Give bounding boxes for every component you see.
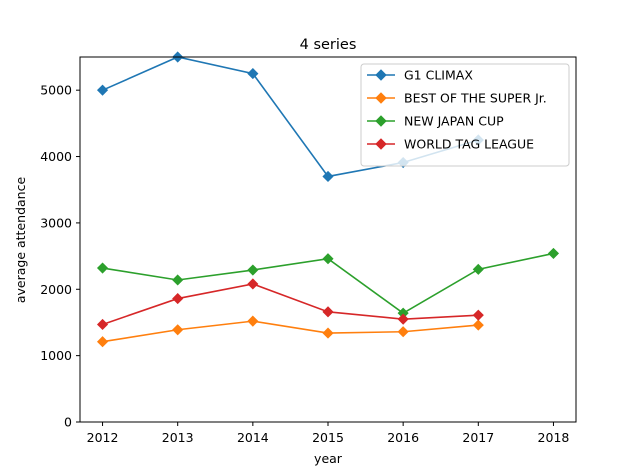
data-point-best-of-the-super-jr	[322, 327, 334, 339]
x-tick-label: 2014	[237, 430, 269, 445]
legend-label: BEST OF THE SUPER Jr.	[404, 91, 547, 106]
chart-title: 4 series	[300, 37, 357, 53]
y-axis-label: average attendance	[13, 177, 28, 304]
legend-label: G1 CLIMAX	[404, 68, 473, 83]
x-tick-label: 2018	[538, 430, 570, 445]
legend-item-g1-climax: G1 CLIMAX	[367, 68, 473, 83]
series-best-of-the-super-jr	[96, 315, 484, 348]
legend: G1 CLIMAX BEST OF THE SUPER Jr. NEW JAPAN …	[360, 63, 570, 167]
data-point-world-tag-league	[247, 278, 259, 290]
x-axis-ticks: 2012 2013 2014 2015 2016 2017 2018	[87, 422, 570, 445]
legend-swatch-marker	[375, 92, 387, 104]
data-point-new-japan-cup	[472, 263, 484, 275]
data-point-new-japan-cup	[322, 253, 334, 265]
y-tick-label: 4000	[40, 149, 72, 164]
data-point-new-japan-cup	[96, 262, 109, 274]
data-point-world-tag-league	[96, 318, 109, 331]
data-point-best-of-the-super-jr	[172, 324, 184, 336]
data-point-world-tag-league	[472, 309, 484, 321]
x-tick-label: 2017	[462, 430, 494, 445]
series-world-tag-league	[96, 278, 484, 331]
data-point-new-japan-cup	[247, 264, 259, 276]
legend-swatch-marker	[375, 138, 387, 150]
legend-label: WORLD TAG LEAGUE	[404, 137, 534, 152]
legend-label: NEW JAPAN CUP	[404, 114, 504, 129]
data-point-best-of-the-super-jr	[397, 326, 409, 338]
legend-item-best-of-the-super-jr: BEST OF THE SUPER Jr.	[367, 91, 547, 106]
legend-swatch-marker	[375, 69, 387, 81]
legend-swatch-marker	[375, 115, 387, 127]
data-point-new-japan-cup	[547, 247, 560, 260]
data-point-g1-climax	[247, 68, 259, 80]
x-axis-label: year	[314, 451, 343, 466]
series-line-best-of-the-super-jr	[102, 320, 479, 343]
y-tick-label: 0	[64, 415, 72, 430]
data-point-world-tag-league	[322, 306, 334, 318]
y-axis-ticks: 0 1000 2000 3000 4000 5000	[40, 83, 80, 430]
legend-frame	[360, 63, 570, 167]
data-point-g1-climax	[96, 84, 109, 96]
series-line-world-tag-league	[102, 283, 479, 326]
series-new-japan-cup	[96, 247, 560, 319]
data-point-best-of-the-super-jr	[247, 315, 259, 327]
x-tick-label: 2012	[87, 430, 119, 445]
y-tick-label: 1000	[40, 348, 72, 363]
data-point-world-tag-league	[397, 313, 409, 325]
x-tick-label: 2016	[387, 430, 419, 445]
data-point-best-of-the-super-jr	[472, 319, 484, 331]
data-point-best-of-the-super-jr	[96, 336, 109, 348]
y-tick-label: 2000	[40, 282, 72, 297]
data-point-new-japan-cup	[172, 274, 184, 286]
legend-item-world-tag-league: WORLD TAG LEAGUE	[367, 137, 534, 152]
y-tick-label: 5000	[40, 83, 72, 98]
legend-item-new-japan-cup: NEW JAPAN CUP	[367, 114, 504, 129]
y-tick-label: 3000	[40, 215, 72, 230]
x-tick-label: 2013	[162, 430, 194, 445]
x-tick-label: 2015	[312, 430, 344, 445]
data-point-world-tag-league	[172, 292, 184, 305]
data-point-g1-climax	[322, 170, 334, 183]
